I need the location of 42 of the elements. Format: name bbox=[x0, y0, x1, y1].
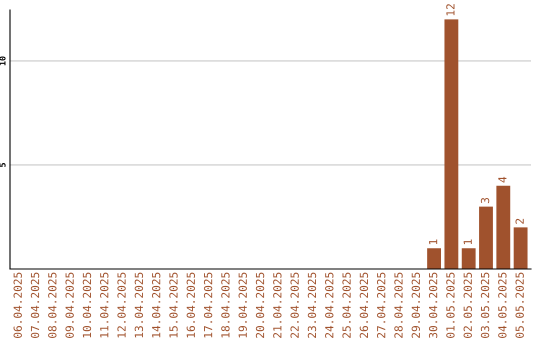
data-label: 1 bbox=[429, 239, 438, 244]
x-tick-label: 30.04.2025 bbox=[428, 272, 438, 338]
x-tick-label: 17.04.2025 bbox=[204, 272, 212, 338]
bar bbox=[444, 19, 458, 269]
x-tick-label: 08.04.2025 bbox=[48, 272, 57, 338]
data-label: 12 bbox=[446, 4, 454, 16]
data-label: 1 bbox=[464, 239, 472, 244]
x-tick-label: 13.04.2025 bbox=[134, 272, 144, 338]
data-label: 4 bbox=[498, 176, 506, 182]
x-tick-label: 27.04.2025 bbox=[376, 272, 386, 338]
x-tick-label: 18.04.2025 bbox=[221, 272, 230, 338]
x-tick-label: 21.04.2025 bbox=[273, 272, 282, 338]
x-tick-label: 07.04.2025 bbox=[30, 272, 40, 338]
x-tick-label: 09.04.2025 bbox=[65, 272, 74, 338]
x-tick-label: 16.04.2025 bbox=[186, 272, 195, 338]
x-tick-label: 28.04.2025 bbox=[394, 272, 403, 338]
bar bbox=[496, 186, 510, 269]
x-tick-label: 29.04.2025 bbox=[412, 272, 420, 338]
x-tick-label: 02.05.2025 bbox=[464, 272, 472, 338]
x-tick-label: 03.05.2025 bbox=[480, 272, 490, 338]
bar bbox=[479, 206, 493, 269]
x-tick-label: 25.04.2025 bbox=[342, 272, 351, 338]
x-tick-label: 14.04.2025 bbox=[152, 272, 160, 338]
x-tick-label: 04.05.2025 bbox=[498, 272, 507, 338]
x-tick-label: 10.04.2025 bbox=[82, 272, 92, 338]
data-label: 2 bbox=[515, 218, 524, 224]
x-tick-label: 24.04.2025 bbox=[325, 272, 334, 338]
x-tick-label: 05.05.2025 bbox=[515, 272, 524, 338]
x-tick-label: 15.04.2025 bbox=[169, 272, 178, 338]
data-label: 3 bbox=[480, 198, 490, 204]
x-tick-label: 12.04.2025 bbox=[117, 272, 126, 338]
x-tick-label: 11.04.2025 bbox=[100, 272, 108, 338]
x-tick-label: 20.04.2025 bbox=[256, 272, 264, 338]
x-tick-label: 01.05.2025 bbox=[446, 272, 455, 338]
bar bbox=[462, 248, 476, 269]
bar bbox=[514, 227, 528, 269]
x-tick-label: 26.04.2025 bbox=[360, 272, 368, 338]
x-tick-label: 06.04.2025 bbox=[14, 272, 22, 338]
bar bbox=[427, 248, 441, 269]
x-tick-label: 23.04.2025 bbox=[308, 272, 316, 338]
x-tick-label: 22.04.2025 bbox=[290, 272, 299, 338]
x-tick-label: 19.04.2025 bbox=[238, 272, 247, 338]
